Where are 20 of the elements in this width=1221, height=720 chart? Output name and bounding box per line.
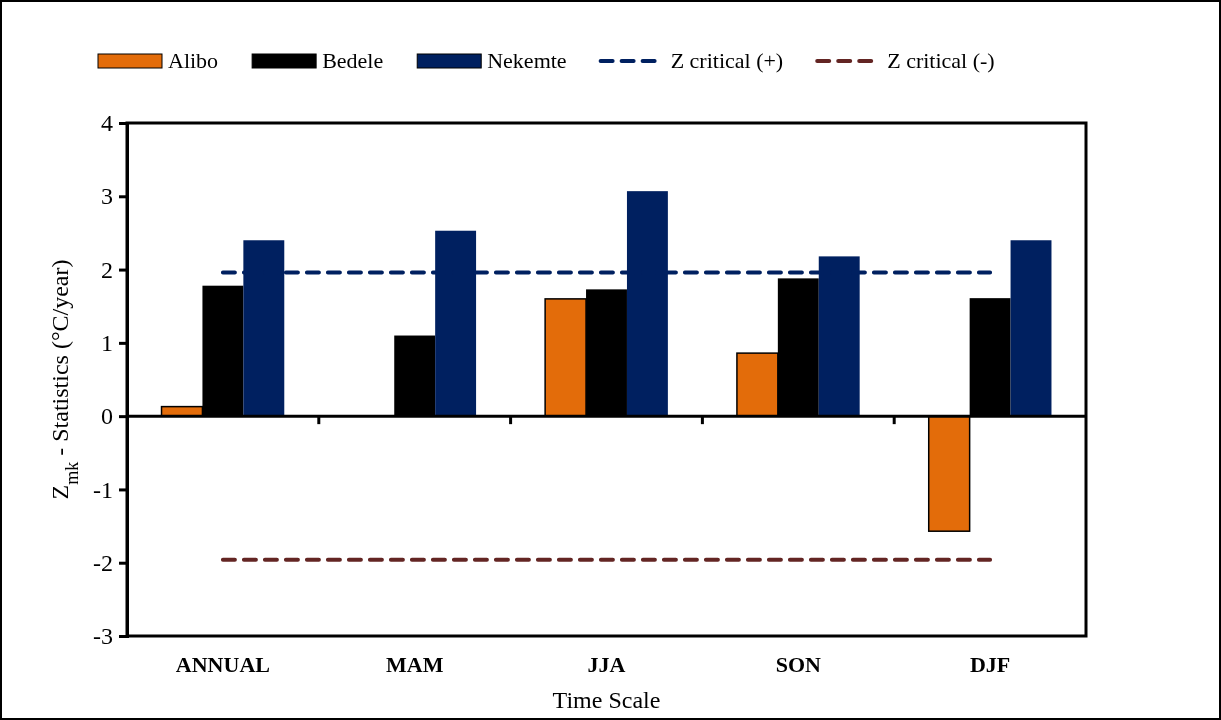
legend-label: Z critical (+) [670, 48, 784, 73]
y-tick-label: -3 [93, 623, 113, 650]
x-tick-label: JJA [587, 652, 626, 677]
legend-label: Nekemte [487, 48, 567, 73]
y-tick-label: -1 [93, 476, 113, 503]
x-tick-label: MAM [385, 652, 444, 677]
x-tick-label: DJF [969, 652, 1011, 677]
y-tick-label: 4 [101, 110, 113, 137]
y-tick-label: 1 [101, 330, 113, 357]
x-tick-label: SON [775, 652, 822, 677]
x-tick-label: ANNUAL [175, 652, 270, 677]
legend-label: Bedele [322, 48, 384, 73]
y-tick-label: -2 [93, 549, 113, 576]
legend-label: Alibo [168, 48, 219, 73]
y-tick-label: 2 [101, 256, 113, 283]
bar [1010, 240, 1052, 417]
y-tick-label: 3 [101, 183, 113, 210]
y-tick-label: 0 [101, 403, 113, 430]
legend-label: Z critical (-) [887, 48, 995, 73]
x-axis-title: Time Scale [552, 687, 661, 713]
